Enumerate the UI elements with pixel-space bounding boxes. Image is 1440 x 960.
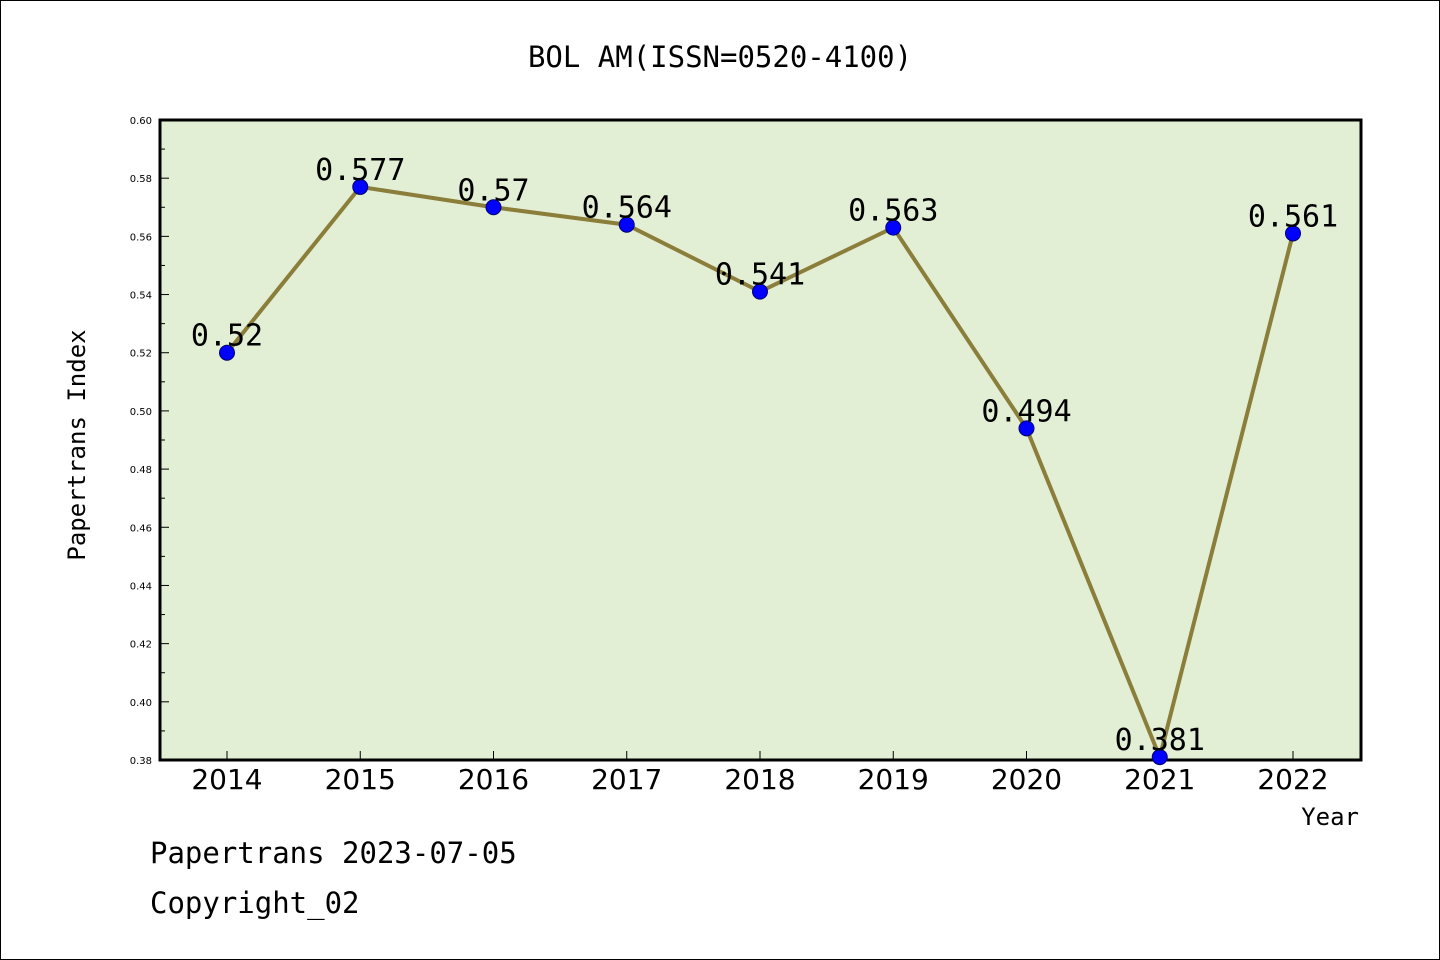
data-point <box>219 344 235 361</box>
x-axis: 2014 2015 2016 2017 2018 2019 2020 2021 2022 <box>191 751 1329 796</box>
x-tick-label: 2015 <box>325 763 396 796</box>
chart-title: BOL AM(ISSN=0520-4100) <box>528 40 912 74</box>
y-tick-label: 0.56 <box>130 232 152 243</box>
y-axis-label: Papertrans Index <box>63 329 91 560</box>
data-label: 0.541 <box>715 258 805 293</box>
data-point <box>1018 420 1035 437</box>
data-point <box>352 178 369 195</box>
data-label: 0.52 <box>191 319 263 354</box>
y-tick-label: 0.38 <box>130 756 152 767</box>
data-label: 0.563 <box>848 194 938 229</box>
y-tick-label: 0.44 <box>130 581 152 592</box>
data-label: 0.57 <box>457 173 529 208</box>
y-tick-label: 0.58 <box>130 174 152 185</box>
data-label: 0.381 <box>1115 723 1205 758</box>
data-point <box>1285 225 1301 242</box>
x-tick-label: 2019 <box>858 763 929 796</box>
x-tick-label: 2014 <box>191 763 262 796</box>
data-point <box>618 216 635 233</box>
data-point <box>885 219 902 236</box>
data-point <box>1151 749 1168 766</box>
plot-area <box>158 118 1363 762</box>
x-tick-label: 2018 <box>724 763 795 796</box>
x-tick-label: 2016 <box>458 763 529 796</box>
data-label: 0.494 <box>981 394 1071 429</box>
x-axis-label: Year <box>1301 803 1359 831</box>
y-tick-label: 0.52 <box>130 349 152 360</box>
x-tick-label: 2020 <box>991 763 1062 796</box>
x-tick-label: 2017 <box>591 763 662 796</box>
y-tick-label: 0.42 <box>130 640 152 651</box>
x-tick-label: 2021 <box>1124 763 1195 796</box>
y-tick-label: 0.48 <box>130 465 152 476</box>
footer-copyright: Copyright_02 <box>150 886 360 920</box>
data-label: 0.564 <box>582 191 672 226</box>
y-tick-label: 0.46 <box>130 523 152 534</box>
data-labels: 0.52 0.577 0.57 0.564 0.541 0.563 0.494 0.381 0.… <box>191 153 1338 758</box>
data-label: 0.577 <box>315 153 405 188</box>
y-tick-label: 0.54 <box>130 291 152 302</box>
y-axis: 0.38 0.40 0.42 0.44 0.46 0.48 0.50 0.52 0.54 0.56… <box>130 116 169 767</box>
y-tick-label: 0.60 <box>130 116 152 127</box>
y-tick-label: 0.50 <box>130 407 152 418</box>
data-point <box>485 199 502 216</box>
data-point <box>752 283 768 300</box>
data-label: 0.561 <box>1248 199 1338 234</box>
footer-date: Papertrans 2023-07-05 <box>150 836 517 870</box>
y-tick-label: 0.40 <box>130 698 152 709</box>
x-tick-label: 2022 <box>1257 763 1328 796</box>
series-markers <box>219 178 1301 766</box>
